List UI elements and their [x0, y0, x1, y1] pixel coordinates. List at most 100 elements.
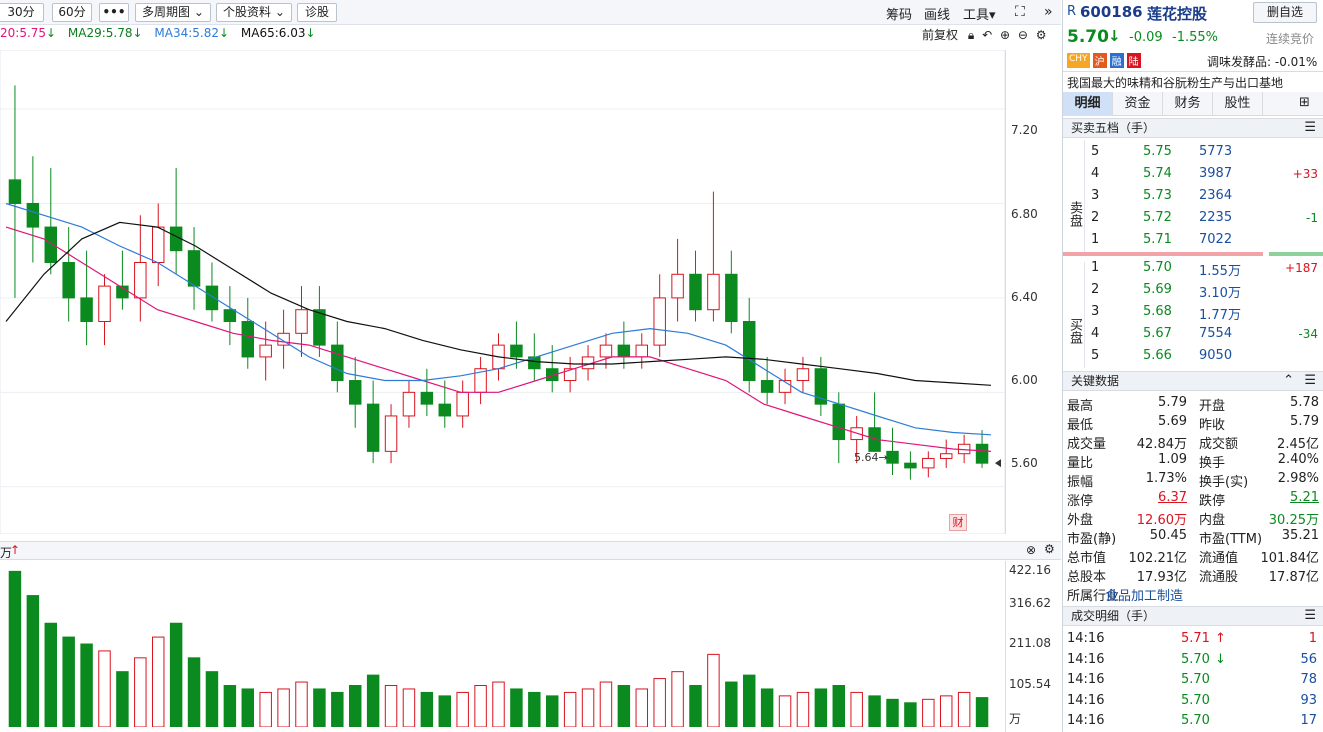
candle-body [223, 309, 237, 323]
keydata-label: 量比 [1067, 456, 1094, 471]
volume-bar [8, 570, 22, 727]
auction-status-link[interactable]: 连续竞价 [1266, 32, 1315, 46]
volume-bar [456, 691, 469, 727]
volume-bar [510, 688, 523, 727]
settings-icon[interactable]: ⚙ [1035, 28, 1047, 42]
collapse-icon[interactable]: ⌃ [1283, 373, 1294, 388]
trade-volume: 56 [1300, 651, 1317, 667]
volume-unit-label: 万 [0, 546, 13, 560]
collapse-right-icon[interactable]: » [1044, 4, 1053, 20]
level-volume: 2364 [1199, 188, 1233, 203]
trade-time: 14:16 [1067, 672, 1105, 687]
price-tick: 6.80 [1011, 207, 1038, 221]
company-description: 我国最大的味精和谷朊粉生产与出口基地 [1063, 71, 1323, 91]
level-volume: 3987 [1199, 166, 1233, 181]
keydata-value: 2.45亿 [1277, 437, 1319, 452]
level-price: 5.66 [1143, 348, 1172, 363]
tab-stock-nature[interactable]: 股性 [1213, 92, 1263, 116]
candle-body [725, 273, 738, 323]
keydata-label: 总股本 [1067, 570, 1107, 585]
menu-icon[interactable]: ☰ [1304, 373, 1316, 388]
candle-body [563, 368, 577, 382]
stock-info-label: 个股资料 [223, 5, 272, 19]
keydata-value: 17.87亿 [1268, 570, 1319, 585]
level-volume: 3.10万 [1199, 286, 1241, 301]
financial-report-badge[interactable]: 财 [949, 514, 967, 531]
keydata-header: 关键数据 ⌃ ☰ [1063, 371, 1323, 391]
tab-finance[interactable]: 财务 [1163, 92, 1213, 116]
draw-line-button[interactable]: 画线 [924, 8, 951, 23]
candle-body [331, 344, 344, 382]
volume-bar [796, 691, 810, 727]
volume-bar [957, 691, 971, 727]
volume-bar [116, 671, 129, 727]
multi-period-dropdown[interactable]: 多周期图 ⌄ [135, 3, 211, 22]
chips-button[interactable]: 筹码 [886, 8, 913, 23]
ma65-value: MA65:6.03 [240, 26, 306, 40]
undo-icon[interactable]: ↶ [982, 28, 993, 42]
more-periods-button[interactable]: ••• [99, 3, 129, 22]
tab-detail[interactable]: 明细 [1063, 92, 1113, 116]
period-30min-button[interactable]: 30分 [0, 3, 44, 22]
keydata-value: 35.21 [1281, 528, 1319, 543]
down-arrow-icon: ↓ [219, 26, 230, 40]
layout-icon[interactable]: ⊞ [1299, 95, 1310, 110]
down-arrow-icon: ↓ [46, 26, 57, 40]
keydata-value: 42.84万 [1136, 437, 1187, 452]
volume-chart[interactable] [0, 561, 1005, 727]
volume-bar [384, 685, 398, 727]
candle-body [384, 415, 398, 452]
keydata-label: 市盈(TTM) [1199, 532, 1263, 547]
volume-bar [259, 691, 272, 727]
ma20-value: 20:5.75 [0, 26, 47, 40]
level-price: 5.70 [1143, 260, 1172, 275]
volume-bar [151, 636, 165, 727]
fullscreen-icon[interactable]: ⛶ [1015, 4, 1025, 20]
menu-icon[interactable]: ☰ [1304, 608, 1316, 623]
level-number: 4 [1091, 166, 1100, 181]
low-price-value: 5.64 [854, 451, 879, 464]
diagnose-button[interactable]: 诊股 [297, 3, 337, 22]
volume-bar [725, 681, 738, 727]
candle-body [707, 273, 720, 311]
zoom-in-icon[interactable]: ⊕ [999, 28, 1011, 42]
level-number: 2 [1091, 282, 1100, 297]
candle-body [456, 391, 469, 417]
lock-icon[interactable]: 🔒︎ [967, 28, 975, 42]
volume-bar [653, 678, 666, 727]
keydata-label: 最低 [1067, 418, 1094, 433]
candle-body [44, 226, 58, 263]
tools-menu[interactable]: 工具▾ [963, 8, 996, 23]
zoom-out-icon[interactable]: ⊖ [1017, 28, 1028, 42]
tab-capital[interactable]: 资金 [1113, 92, 1163, 116]
keydata-value: 12.60万 [1136, 513, 1187, 528]
candlestick-chart[interactable] [0, 50, 1005, 534]
remove-watchlist-button[interactable]: 删自选 [1253, 2, 1317, 23]
volume-bar [241, 688, 255, 727]
candle-body [295, 309, 308, 334]
volume-bar [205, 671, 219, 727]
candle-body [742, 321, 756, 382]
trade-volume: 17 [1300, 713, 1317, 728]
industry-link[interactable]: 食品加工制造 [1105, 589, 1184, 604]
price-tick: 5.60 [1011, 456, 1038, 470]
chart-toolbar: 30分 60分 ••• 多周期图 ⌄ 个股资料 ⌄ 诊股 筹码 画线 工具▾ ⛶… [0, 0, 1061, 25]
ma-line-ma34 [5, 202, 992, 436]
close-icon[interactable]: ⊗ [1026, 543, 1037, 557]
volume-bar [778, 695, 792, 727]
volume-bar [295, 681, 308, 727]
volume-tick: 211.08 [1009, 636, 1051, 650]
down-arrow-icon: ↓ [132, 26, 143, 40]
candle-body [205, 285, 219, 311]
period-60min-button[interactable]: 60分 [52, 3, 92, 22]
settings-icon[interactable]: ⚙ [1044, 542, 1055, 556]
ma-line-ma20 [5, 226, 992, 452]
adjust-mode-button[interactable]: 前复权 [922, 28, 959, 42]
menu-icon[interactable]: ☰ [1304, 120, 1316, 135]
volume-bar [689, 685, 702, 727]
sector-change[interactable]: 调味发酵品: -0.01% [1207, 55, 1318, 69]
trades-title: 成交明细（手） [1071, 609, 1156, 623]
volume-bar [635, 688, 649, 727]
keydata-value: 101.84亿 [1260, 551, 1320, 566]
stock-info-dropdown[interactable]: 个股资料 ⌄ [216, 3, 292, 22]
